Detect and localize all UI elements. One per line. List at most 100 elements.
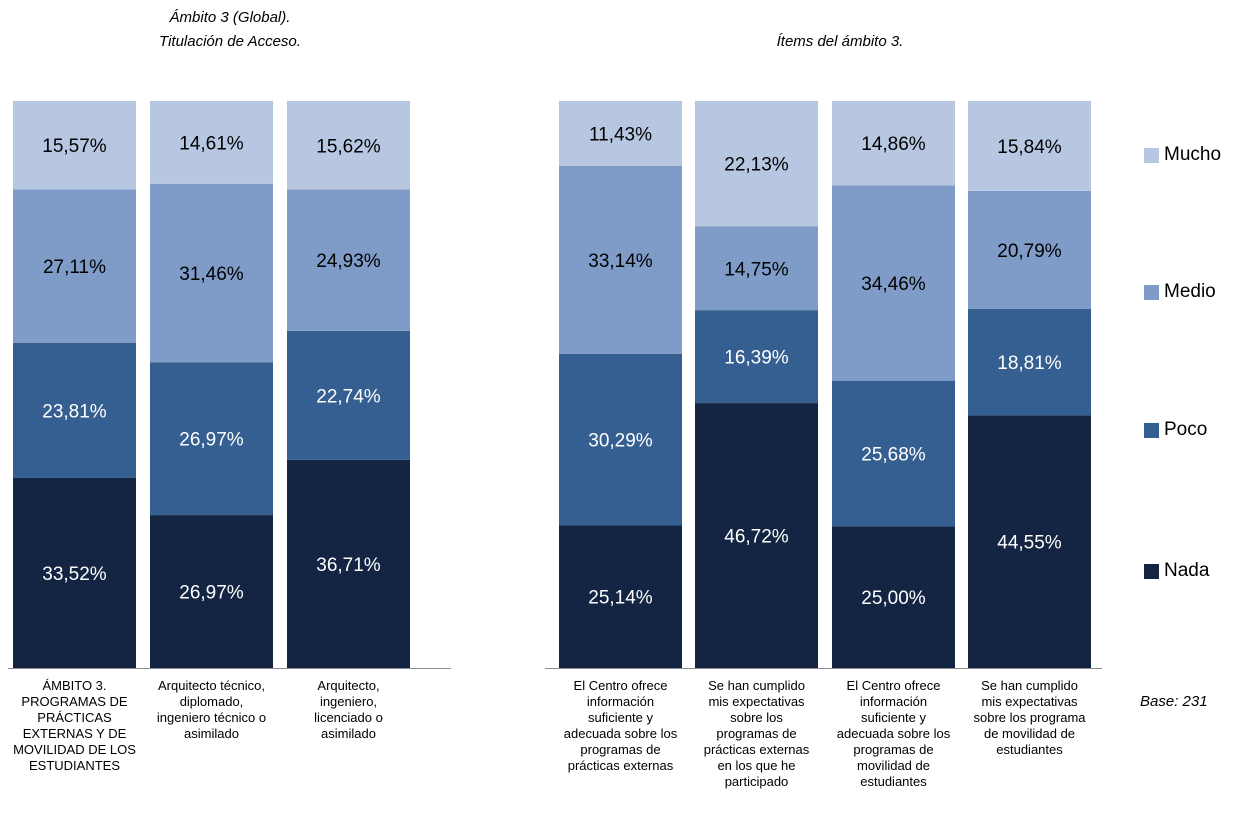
category-label-line: movilidad de [857, 758, 930, 773]
data-label-medio-5: 14,75% [724, 259, 789, 280]
category-label-line: información [859, 694, 928, 709]
bar-medio-3 [287, 189, 410, 331]
category-label-line: ESTUDIANTES [28, 758, 120, 773]
bar-medio-7 [968, 190, 1091, 309]
category-label-line: PROGRAMAS DE [21, 694, 128, 709]
category-label-line: ingeniero, [319, 694, 378, 709]
data-label-nada-2: 26,97% [179, 583, 244, 604]
data-label-poco-5: 16,39% [724, 348, 789, 369]
bar-mucho-7 [968, 101, 1091, 191]
data-label-mucho-4: 11,43% [589, 124, 652, 145]
bar-medio-5 [695, 226, 818, 311]
category-label-line: programas de [716, 726, 797, 741]
data-label-mucho-3: 15,62% [316, 136, 381, 157]
bar-nada-1 [13, 477, 136, 668]
category-label-2: Arquitecto técnico, diplomado, ingeniero t… [140, 678, 284, 742]
category-label-line: suficiente y [860, 710, 927, 725]
data-label-nada-1: 33,52% [42, 564, 107, 585]
data-label-poco-7: 18,81% [997, 353, 1062, 374]
left-chart-title-line-1: Ámbito 3 (Global). [169, 9, 291, 26]
category-label-line: sobre los programa [973, 710, 1086, 725]
bar-nada-7 [968, 415, 1091, 668]
category-label-7: Se han cumplido mis expectativas sobre los… [958, 678, 1102, 758]
category-label-5: Se han cumplido mis expectativas sobre los… [685, 678, 829, 790]
base-note: Base: 231 [1140, 693, 1208, 710]
legend-swatch-medio [1144, 284, 1159, 300]
data-label-poco-3: 22,74% [316, 386, 381, 407]
category-label-line: El Centro ofrece [573, 678, 668, 693]
bar-nada-4 [559, 525, 682, 668]
legend-label-nada: Nada [1164, 560, 1210, 581]
bar-poco-1 [13, 342, 136, 478]
data-label-poco-1: 23,81% [42, 401, 107, 422]
legend-item-mucho: Mucho [1144, 143, 1221, 167]
category-label-line: sobre los [730, 710, 783, 725]
bar-mucho-4 [559, 101, 682, 166]
category-label-line: suficiente y [587, 710, 654, 725]
category-label-line: estudiantes [996, 742, 1063, 757]
bar-mucho-5 [695, 101, 818, 227]
bar-poco-2 [150, 362, 273, 516]
right-chart-title: Ítems del ámbito 3. [640, 30, 1040, 54]
category-label-1: ÁMBITO 3. PROGRAMAS DE PRÁCTICAS EXTERNAS Y… [3, 678, 147, 774]
category-label-line: EXTERNAS Y DE [22, 726, 127, 741]
category-label-line: participado [724, 774, 789, 789]
data-label-mucho-5: 22,13% [724, 155, 789, 176]
legend-swatch-nada [1144, 563, 1159, 579]
data-label-mucho-7: 15,84% [997, 137, 1062, 158]
category-label-3: Arquitecto, ingeniero, licenciado o asimila… [277, 678, 421, 742]
bar-nada-6 [832, 526, 955, 668]
bar-poco-4 [559, 353, 682, 526]
data-label-poco-6: 25,68% [861, 444, 926, 465]
data-label-nada-4: 25,14% [588, 588, 653, 609]
category-label-line: El Centro ofrece [846, 678, 941, 693]
bar-poco-6 [832, 380, 955, 527]
category-label-line: información [586, 694, 655, 709]
data-label-nada-5: 46,72% [724, 527, 789, 548]
category-label-line: programas de [853, 742, 934, 757]
legend-label-poco: Poco [1164, 419, 1208, 440]
data-label-mucho-2: 14,61% [179, 133, 244, 154]
category-label-line: Se han cumplido [708, 678, 805, 693]
data-label-medio-2: 31,46% [179, 264, 244, 285]
category-label-line: Arquitecto, [317, 678, 380, 693]
legend-item-medio: Medio [1144, 280, 1216, 304]
category-label-line: adecuada sobre los [836, 726, 951, 741]
bar-medio-2 [150, 183, 273, 363]
data-label-medio-1: 27,11% [43, 257, 106, 278]
category-label-line: estudiantes [860, 774, 927, 789]
legend-item-poco: Poco [1144, 418, 1207, 442]
data-label-medio-4: 33,14% [588, 251, 653, 272]
bar-mucho-6 [832, 101, 955, 186]
bar-poco-5 [695, 310, 818, 404]
bar-medio-1 [13, 189, 136, 343]
category-label-line: mis expectativas [981, 694, 1078, 709]
bar-mucho-1 [13, 101, 136, 190]
data-label-poco-4: 30,29% [588, 431, 653, 452]
legend-swatch-mucho [1144, 147, 1159, 163]
category-label-line: mis expectativas [708, 694, 805, 709]
category-label-line: diplomado, [179, 694, 244, 709]
data-label-nada-3: 36,71% [316, 555, 381, 576]
bar-nada-3 [287, 459, 410, 668]
left-chart-title: Ámbito 3 (Global). Titulación de Acceso. [60, 6, 400, 54]
bar-poco-3 [287, 330, 410, 460]
category-label-line: Arquitecto técnico, [158, 678, 265, 693]
data-label-nada-7: 44,55% [997, 533, 1062, 554]
category-label-line: adecuada sobre los [563, 726, 678, 741]
category-label-line: PRÁCTICAS [37, 710, 112, 725]
category-label-line: MOVILIDAD DE LOS [13, 742, 136, 757]
category-label-line: prácticas externas [703, 742, 810, 757]
category-label-line: asimilado [321, 726, 376, 741]
data-label-nada-6: 25,00% [861, 588, 926, 609]
data-label-poco-2: 26,97% [179, 430, 244, 451]
data-label-medio-7: 20,79% [997, 241, 1062, 262]
bar-mucho-2 [150, 101, 273, 184]
category-label-line: de movilidad de [983, 726, 1076, 741]
right-chart-title-text: Ítems del ámbito 3. [776, 33, 904, 50]
legend-label-mucho: Mucho [1164, 144, 1222, 165]
data-label-medio-3: 24,93% [316, 251, 381, 272]
